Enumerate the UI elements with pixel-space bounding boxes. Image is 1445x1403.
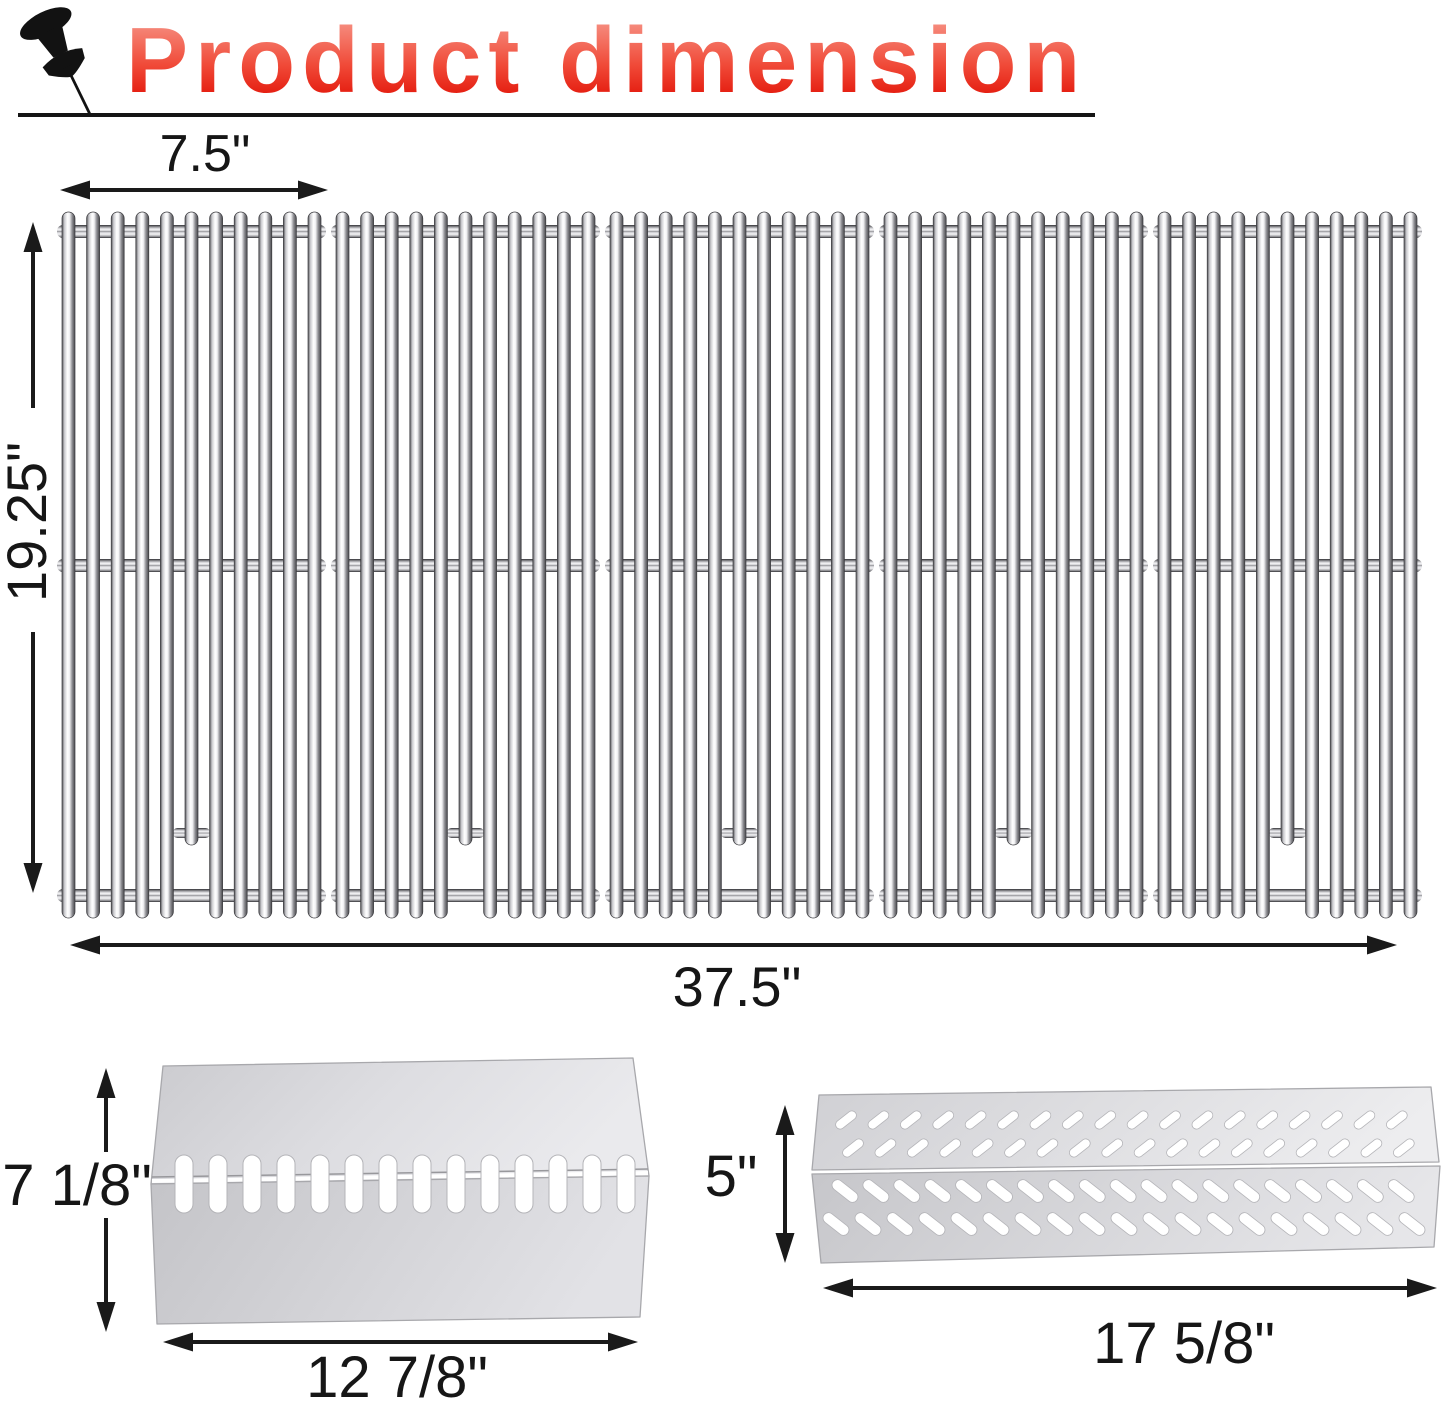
plate-left-height-label: 7 1/8" bbox=[2, 1153, 152, 1218]
heat-plate-left-figure bbox=[150, 1057, 650, 1325]
pushpin-icon bbox=[20, 7, 91, 115]
grate-total-width-label: 37.5" bbox=[672, 955, 802, 1018]
plate-right-height-label: 5" bbox=[704, 1144, 758, 1209]
grate-height-label: 19.25" bbox=[0, 441, 58, 603]
cooking-grate-figure bbox=[57, 211, 1422, 919]
grate-panel-width-label: 7.5" bbox=[159, 125, 251, 183]
plate-right-width-label: 17 5/8" bbox=[1093, 1311, 1275, 1376]
page-title: Product dimension bbox=[126, 8, 1088, 112]
plate-left-width-label: 12 7/8" bbox=[306, 1345, 488, 1403]
title-underline-rule bbox=[18, 113, 1095, 117]
heat-plate-right-figure bbox=[811, 1086, 1441, 1264]
dimension-arrows bbox=[23, 180, 1437, 1352]
